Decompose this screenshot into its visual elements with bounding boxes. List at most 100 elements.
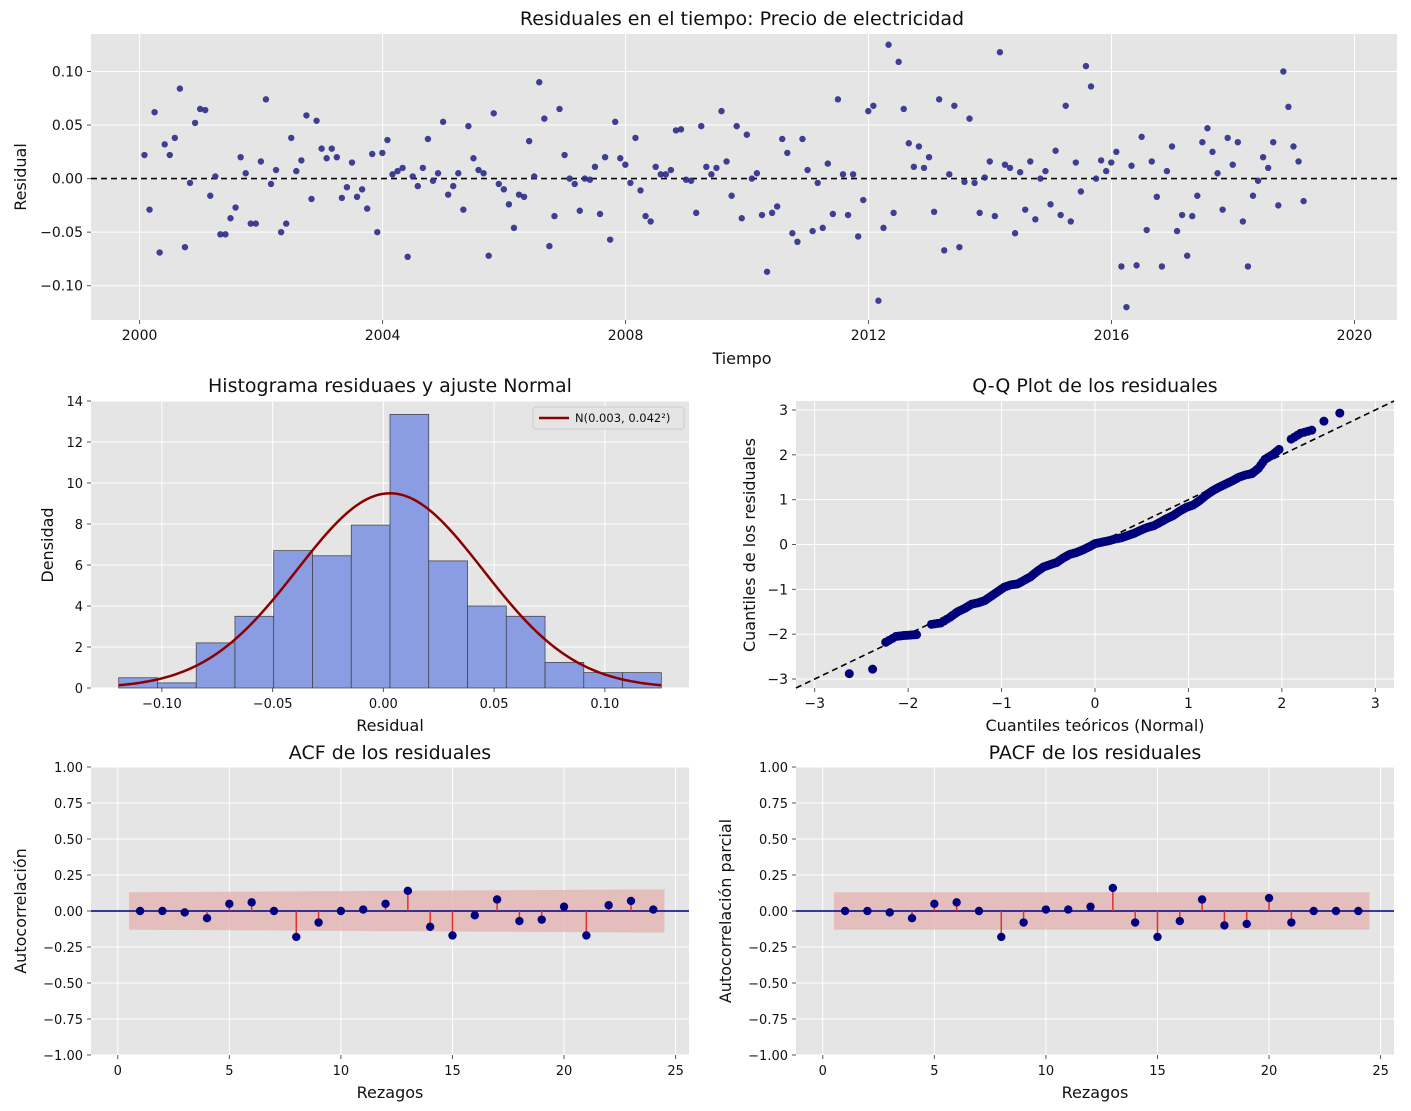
residual-point <box>627 179 634 187</box>
histogram-xlabel: Residual <box>356 716 424 735</box>
acf-point <box>403 886 413 896</box>
pacf-xtick-label: 25 <box>1372 1064 1389 1079</box>
qq-ytick-label: 3 <box>779 403 788 419</box>
acf-point <box>626 896 636 906</box>
residual-point <box>1128 162 1135 169</box>
qq-xtick-label: 3 <box>1371 696 1380 712</box>
residual-point <box>1037 175 1044 182</box>
residual-point <box>935 96 943 103</box>
residual-point <box>252 220 260 227</box>
pacf-ytick-label: −0.50 <box>748 977 788 992</box>
residual-point <box>201 106 209 114</box>
qq-xlabel: Cuantiles teóricos (Normal) <box>986 716 1205 735</box>
qq-ytick-label: −1 <box>767 582 788 598</box>
residuals-xtick-label: 2016 <box>1094 328 1130 344</box>
residual-point <box>1042 167 1049 175</box>
acf-point <box>180 908 189 917</box>
pacf-point <box>1354 906 1363 916</box>
residual-point <box>348 159 356 166</box>
histogram-bar <box>428 560 468 689</box>
residual-point <box>363 205 371 212</box>
acf-ytick-label: 0.00 <box>54 905 83 920</box>
pacf-xlabel: Rezagos <box>1062 1083 1129 1102</box>
residual-point <box>181 243 189 251</box>
residuals-ytick-label: 0.05 <box>52 118 83 134</box>
residual-point <box>450 182 457 190</box>
acf-ytick-label: −0.50 <box>43 977 83 992</box>
acf-point <box>314 918 323 927</box>
residuals-xtick-label: 2004 <box>365 328 401 344</box>
qq-point <box>1307 425 1317 435</box>
residual-point <box>773 203 781 210</box>
acf-ytick-label: −0.75 <box>43 1013 83 1028</box>
residual-point <box>986 158 993 165</box>
residual-point <box>586 176 594 183</box>
residual-point <box>166 151 173 159</box>
acf-point <box>492 895 502 904</box>
residual-point <box>207 192 214 199</box>
acf-point <box>515 916 524 926</box>
residual-point <box>809 227 816 235</box>
residual-point <box>186 179 194 187</box>
residual-point <box>799 135 806 143</box>
residual-point <box>880 224 887 232</box>
residual-point <box>384 136 391 144</box>
residual-point <box>282 220 290 227</box>
residual-point <box>1270 138 1277 146</box>
acf-point <box>425 922 435 932</box>
histogram-bar <box>505 615 546 689</box>
residual-point <box>647 218 654 225</box>
residual-point <box>495 180 502 188</box>
pacf-title: PACF de los residuales <box>989 742 1202 764</box>
residual-point <box>758 211 766 219</box>
residual-point <box>490 110 497 117</box>
residual-point <box>480 170 487 177</box>
residual-point <box>460 206 467 213</box>
residual-point <box>1275 202 1282 209</box>
residual-point <box>971 179 978 187</box>
acf-xtick-label: 20 <box>556 1064 573 1079</box>
residual-point <box>1123 303 1130 311</box>
residual-point <box>920 164 928 172</box>
histogram-ytick-label: 2 <box>75 641 83 656</box>
residual-point <box>1097 157 1105 164</box>
residual-point <box>1102 167 1110 175</box>
pacf-point <box>1242 919 1251 929</box>
residual-point <box>692 209 700 217</box>
residual-point <box>298 157 305 164</box>
legend-label: N(0.003, 0.042²) <box>575 411 670 425</box>
residual-point <box>596 210 604 218</box>
residual-point <box>313 117 320 124</box>
histogram-ylabel: Densidad <box>38 507 57 582</box>
pacf-panel: PACF de los residuales 0 5 10 15 20 25 −1.00 −0… <box>716 742 1394 1102</box>
qq-title: Q-Q Plot de los residuales <box>972 375 1217 397</box>
residual-point <box>1062 102 1069 109</box>
pacf-point <box>907 914 917 923</box>
residual-point <box>1133 262 1140 269</box>
residual-point <box>358 186 366 193</box>
residual-point <box>1239 218 1247 225</box>
residual-point <box>1047 201 1054 208</box>
residual-point <box>1006 164 1014 172</box>
acf-ylabel: Autocorrelación <box>11 848 30 974</box>
pacf-xtick-label: 0 <box>819 1064 827 1079</box>
histogram-bar <box>234 615 275 689</box>
residual-point <box>242 170 249 177</box>
acf-xtick-label: 0 <box>114 1064 122 1079</box>
residual-point <box>698 122 705 130</box>
residual-point <box>196 105 204 113</box>
residual-point <box>1113 148 1120 156</box>
residual-point <box>708 171 715 178</box>
residual-point <box>1300 197 1307 205</box>
residual-point <box>212 173 219 180</box>
residual-point <box>1016 168 1024 176</box>
pacf-point <box>1064 905 1073 914</box>
histogram-bar <box>389 413 430 689</box>
pacf-point <box>952 898 961 907</box>
residual-point <box>591 163 599 171</box>
residual-point <box>485 252 492 259</box>
residual-point <box>444 191 452 198</box>
acf-xtick-label: 25 <box>667 1064 684 1079</box>
residual-point <box>738 215 745 222</box>
histogram-bar <box>157 682 197 689</box>
